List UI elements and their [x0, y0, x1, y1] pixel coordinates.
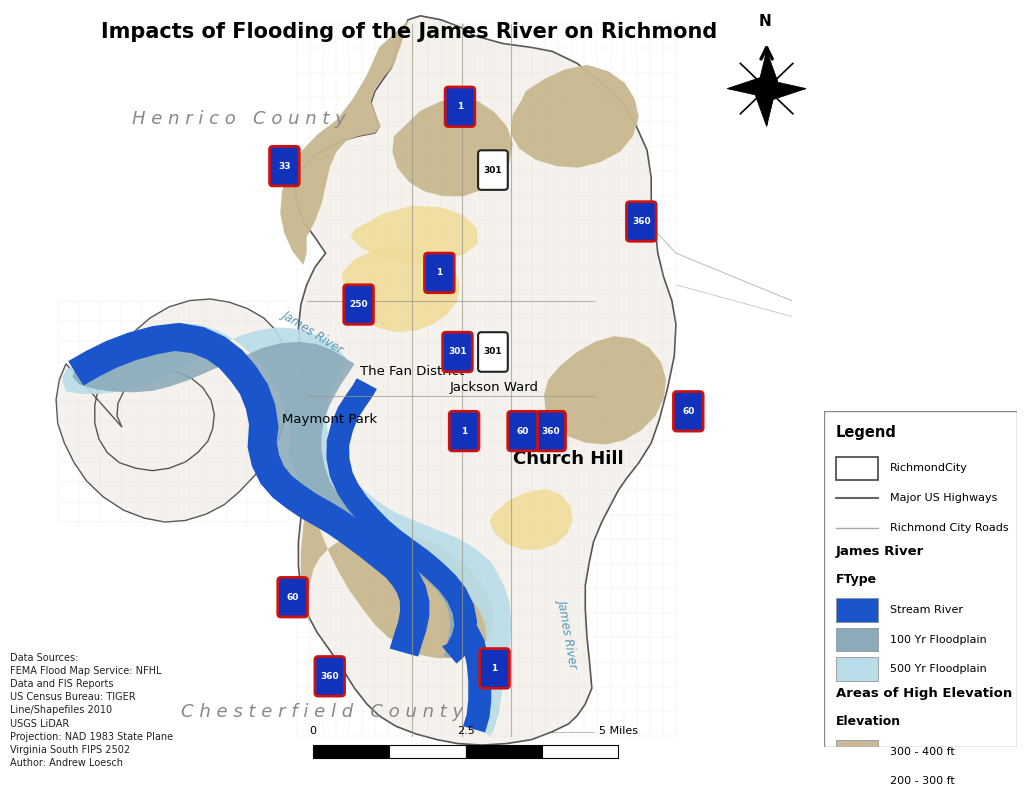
Polygon shape: [301, 431, 493, 658]
Text: Legend: Legend: [836, 425, 897, 440]
Text: 0: 0: [309, 726, 316, 736]
FancyBboxPatch shape: [480, 649, 509, 688]
FancyBboxPatch shape: [425, 253, 455, 293]
Bar: [836, 628, 879, 651]
Polygon shape: [69, 323, 429, 657]
Text: 200 - 300 ft: 200 - 300 ft: [890, 776, 954, 786]
Polygon shape: [350, 206, 478, 263]
Text: 33: 33: [279, 161, 291, 171]
FancyBboxPatch shape: [478, 150, 508, 190]
Text: James River: James River: [556, 597, 582, 668]
Text: 1: 1: [457, 102, 463, 112]
Polygon shape: [392, 97, 513, 196]
Bar: [313, 745, 389, 758]
Text: 360: 360: [632, 217, 650, 226]
Bar: [836, 598, 879, 622]
Text: RichmondCity: RichmondCity: [890, 464, 968, 474]
Text: N: N: [759, 14, 771, 29]
Text: 60: 60: [287, 592, 299, 602]
Text: 100 Yr Floodplain: 100 Yr Floodplain: [890, 634, 986, 645]
Polygon shape: [327, 378, 477, 664]
Polygon shape: [61, 323, 511, 736]
Text: James River: James River: [281, 308, 346, 356]
Text: 301: 301: [483, 347, 502, 357]
Text: Richmond City Roads: Richmond City Roads: [890, 523, 1009, 532]
Text: 300 - 400 ft: 300 - 400 ft: [890, 747, 954, 756]
Bar: [466, 745, 542, 758]
FancyBboxPatch shape: [536, 411, 565, 451]
Text: Church Hill: Church Hill: [513, 450, 624, 467]
Bar: [836, 657, 879, 681]
Text: 2.5: 2.5: [457, 726, 474, 736]
Text: Areas of High Elevation: Areas of High Elevation: [836, 687, 1012, 700]
FancyBboxPatch shape: [674, 392, 703, 431]
FancyBboxPatch shape: [442, 332, 472, 372]
Polygon shape: [456, 624, 492, 732]
Bar: [389, 745, 466, 758]
Text: 360: 360: [321, 672, 339, 681]
FancyBboxPatch shape: [278, 577, 307, 617]
Text: Jackson Ward: Jackson Ward: [451, 381, 539, 394]
Text: 250: 250: [349, 300, 368, 309]
Polygon shape: [281, 20, 409, 265]
Text: 60: 60: [682, 407, 694, 416]
Text: The Fan District: The Fan District: [360, 365, 464, 378]
Text: H e n r i c o   C o u n t y: H e n r i c o C o u n t y: [132, 110, 346, 127]
Text: 301: 301: [483, 165, 502, 175]
Bar: [836, 740, 879, 763]
Polygon shape: [511, 65, 639, 168]
Text: 1: 1: [436, 268, 442, 278]
FancyBboxPatch shape: [478, 332, 508, 372]
Text: Maymont Park: Maymont Park: [283, 413, 377, 426]
Polygon shape: [342, 247, 460, 332]
Polygon shape: [295, 16, 676, 745]
Text: Stream River: Stream River: [890, 605, 963, 615]
Text: 500 Yr Floodplain: 500 Yr Floodplain: [890, 664, 986, 674]
FancyBboxPatch shape: [269, 146, 299, 186]
Polygon shape: [73, 334, 468, 658]
Text: James River: James River: [836, 546, 924, 558]
Bar: [836, 770, 879, 791]
Bar: [542, 745, 618, 758]
Text: 360: 360: [542, 426, 560, 436]
Polygon shape: [489, 489, 572, 550]
Text: 1: 1: [461, 426, 467, 436]
Text: 5 Miles: 5 Miles: [599, 726, 638, 736]
Text: 60: 60: [516, 426, 528, 436]
Polygon shape: [56, 299, 290, 522]
Text: 301: 301: [449, 347, 467, 357]
Text: Data Sources:
FEMA Flood Map Service: NFHL
Data and FIS Reports
US Census Bureau: Data Sources: FEMA Flood Map Service: NF…: [10, 653, 173, 768]
Polygon shape: [727, 51, 806, 127]
Text: Impacts of Flooding of the James River on Richmond: Impacts of Flooding of the James River o…: [101, 22, 718, 42]
Text: Major US Highways: Major US Highways: [890, 493, 997, 503]
Text: 1: 1: [492, 664, 498, 673]
Text: C h e s t e r f i e l d   C o u n t y: C h e s t e r f i e l d C o u n t y: [181, 703, 464, 721]
FancyBboxPatch shape: [450, 411, 479, 451]
Text: Elevation: Elevation: [836, 714, 901, 728]
FancyBboxPatch shape: [508, 411, 538, 451]
FancyBboxPatch shape: [315, 657, 344, 696]
FancyBboxPatch shape: [445, 87, 475, 127]
FancyBboxPatch shape: [344, 285, 374, 324]
Polygon shape: [544, 336, 666, 445]
Bar: [836, 456, 879, 480]
FancyBboxPatch shape: [627, 202, 656, 241]
Text: FType: FType: [836, 573, 877, 586]
